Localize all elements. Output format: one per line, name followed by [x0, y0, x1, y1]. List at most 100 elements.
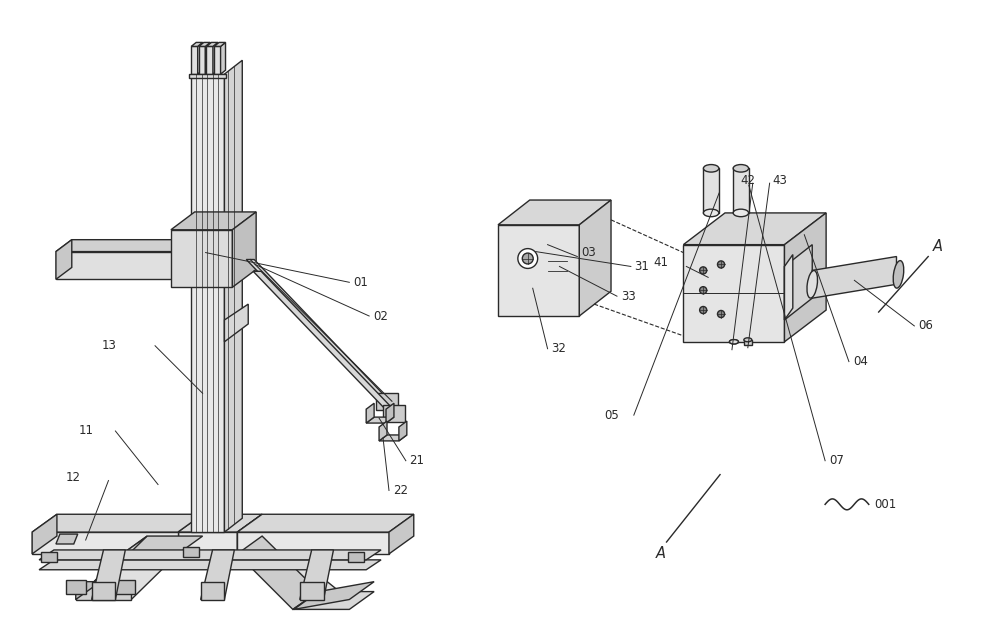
- Polygon shape: [379, 435, 407, 441]
- Polygon shape: [389, 514, 414, 554]
- Polygon shape: [237, 514, 262, 554]
- Text: 21: 21: [409, 454, 424, 467]
- Polygon shape: [213, 42, 218, 74]
- Text: 41: 41: [654, 256, 669, 269]
- Polygon shape: [237, 514, 414, 532]
- Ellipse shape: [700, 287, 707, 294]
- Polygon shape: [376, 393, 398, 410]
- Polygon shape: [76, 554, 178, 600]
- Polygon shape: [293, 592, 374, 609]
- Polygon shape: [56, 240, 72, 280]
- Polygon shape: [171, 212, 256, 230]
- Polygon shape: [189, 74, 226, 78]
- Polygon shape: [246, 259, 390, 401]
- Polygon shape: [76, 581, 131, 600]
- Polygon shape: [683, 245, 784, 342]
- Polygon shape: [733, 168, 749, 213]
- Polygon shape: [82, 557, 104, 567]
- Polygon shape: [366, 403, 374, 423]
- Text: A: A: [933, 239, 943, 254]
- Polygon shape: [206, 42, 218, 46]
- Ellipse shape: [703, 165, 719, 172]
- Polygon shape: [201, 550, 234, 600]
- Polygon shape: [206, 46, 213, 74]
- Ellipse shape: [522, 253, 533, 264]
- Polygon shape: [379, 421, 387, 441]
- Polygon shape: [237, 536, 319, 609]
- Polygon shape: [498, 225, 579, 316]
- Polygon shape: [214, 46, 221, 74]
- Text: 05: 05: [604, 409, 619, 422]
- Polygon shape: [199, 42, 210, 46]
- Ellipse shape: [729, 340, 738, 344]
- Polygon shape: [56, 252, 191, 280]
- Text: 04: 04: [853, 355, 868, 368]
- Ellipse shape: [807, 271, 818, 298]
- Polygon shape: [66, 579, 86, 593]
- Polygon shape: [56, 534, 78, 544]
- Polygon shape: [812, 257, 896, 298]
- Ellipse shape: [700, 267, 707, 274]
- Polygon shape: [366, 417, 394, 423]
- Text: 31: 31: [634, 260, 649, 273]
- Polygon shape: [32, 532, 178, 554]
- Polygon shape: [294, 581, 374, 609]
- Ellipse shape: [893, 261, 904, 288]
- Polygon shape: [784, 255, 793, 320]
- Text: A: A: [656, 547, 666, 561]
- Text: 01: 01: [353, 276, 368, 289]
- Polygon shape: [784, 213, 826, 342]
- Text: 33: 33: [621, 290, 636, 302]
- Polygon shape: [191, 46, 198, 74]
- Polygon shape: [201, 581, 224, 600]
- Polygon shape: [32, 514, 57, 554]
- Bar: [41, 552, 57, 562]
- Polygon shape: [32, 514, 203, 532]
- Text: 32: 32: [552, 342, 566, 355]
- Polygon shape: [300, 581, 324, 600]
- Polygon shape: [39, 560, 381, 570]
- Polygon shape: [122, 536, 203, 554]
- Polygon shape: [39, 550, 381, 560]
- Polygon shape: [56, 240, 207, 252]
- Polygon shape: [92, 581, 115, 600]
- Polygon shape: [579, 200, 611, 316]
- Bar: [183, 547, 199, 557]
- Text: 22: 22: [393, 484, 408, 497]
- Polygon shape: [237, 554, 349, 600]
- Polygon shape: [399, 421, 407, 441]
- Polygon shape: [191, 74, 224, 532]
- Polygon shape: [224, 304, 248, 342]
- Polygon shape: [76, 581, 101, 600]
- Polygon shape: [224, 60, 242, 532]
- Polygon shape: [205, 42, 210, 74]
- Polygon shape: [221, 42, 226, 74]
- Polygon shape: [198, 42, 203, 74]
- Text: 13: 13: [102, 339, 116, 353]
- Ellipse shape: [729, 340, 738, 344]
- Text: 001: 001: [875, 498, 897, 511]
- Polygon shape: [171, 230, 232, 287]
- Polygon shape: [76, 536, 147, 600]
- Text: 11: 11: [79, 425, 94, 437]
- Polygon shape: [300, 550, 333, 600]
- Ellipse shape: [518, 249, 538, 268]
- Ellipse shape: [744, 338, 752, 342]
- Polygon shape: [237, 532, 389, 554]
- Polygon shape: [744, 340, 752, 345]
- Polygon shape: [92, 550, 125, 600]
- Text: 12: 12: [66, 471, 81, 484]
- Text: 43: 43: [773, 174, 787, 186]
- Polygon shape: [191, 42, 203, 46]
- Text: 42: 42: [740, 174, 755, 186]
- Bar: [348, 552, 364, 562]
- Polygon shape: [784, 245, 812, 320]
- Polygon shape: [178, 532, 237, 554]
- Polygon shape: [232, 212, 256, 287]
- Ellipse shape: [700, 306, 707, 314]
- Polygon shape: [178, 514, 262, 532]
- Polygon shape: [253, 271, 397, 413]
- Polygon shape: [683, 213, 826, 245]
- Ellipse shape: [733, 209, 749, 217]
- Text: 02: 02: [373, 309, 388, 323]
